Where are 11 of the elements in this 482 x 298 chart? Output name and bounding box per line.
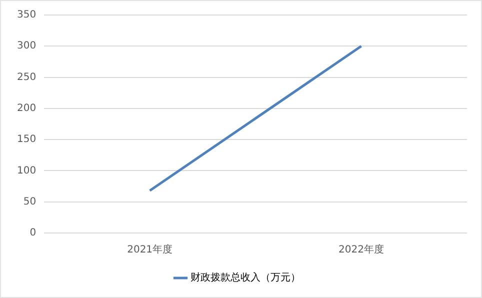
x-tick-label: 2021年度 <box>127 244 173 256</box>
y-tick-label: 100 <box>16 165 36 176</box>
y-tick-label: 300 <box>16 40 36 52</box>
legend-label: 财政拨款总收入（万元） <box>190 272 300 284</box>
y-tick-label: 250 <box>16 72 36 83</box>
y-tick-label: 150 <box>16 134 36 146</box>
y-tick-label: 200 <box>16 103 36 114</box>
y-tick-label: 0 <box>30 228 36 239</box>
y-tick-label: 350 <box>16 10 36 21</box>
y-tick-label: 50 <box>23 196 36 208</box>
x-tick-label: 2022年度 <box>338 244 384 256</box>
